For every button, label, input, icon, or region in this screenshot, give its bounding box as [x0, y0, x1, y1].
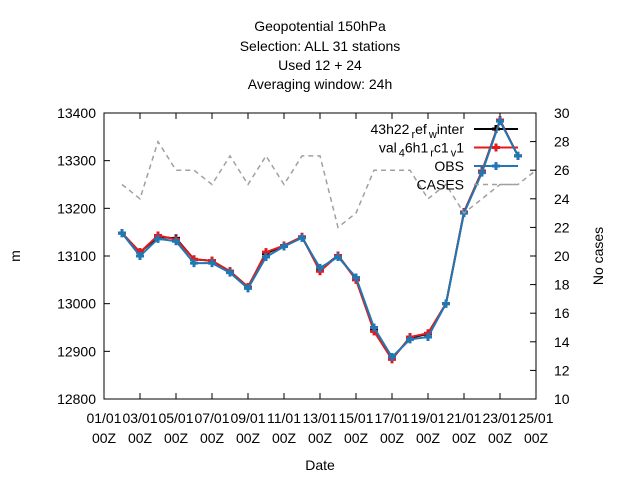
data-point: [244, 284, 252, 293]
data-point: [388, 353, 396, 362]
data-point: [514, 151, 522, 160]
x-tick-label-hour: 00Z: [92, 430, 117, 446]
data-point: [154, 234, 162, 243]
data-point: [370, 323, 378, 332]
y-tick-label: 13100: [57, 248, 96, 264]
y2-tick-label: 20: [554, 248, 570, 264]
x-tick-label-hour: 00Z: [524, 430, 549, 446]
legend-label: OBS: [434, 158, 464, 174]
x-tick-label-hour: 00Z: [416, 430, 441, 446]
x-tick-label-date: 01/01: [86, 410, 121, 426]
x-tick-label-date: 17/01: [374, 410, 409, 426]
y-tick-label: 13000: [57, 296, 96, 312]
legend-marker: [492, 143, 500, 152]
x-tick-label-date: 07/01: [194, 410, 229, 426]
title-line-2: Selection: ALL 31 stations: [240, 38, 401, 54]
data-point: [478, 168, 486, 177]
x-tick-label-date: 15/01: [338, 410, 373, 426]
y2-tick-label: 16: [554, 305, 570, 321]
legend-label: val 46h1 rc1 v1: [379, 140, 464, 160]
data-point: [424, 333, 432, 342]
y2-axis-label: No cases: [590, 227, 606, 285]
x-tick-label-date: 21/01: [446, 410, 481, 426]
data-point: [298, 233, 306, 242]
data-point: [316, 263, 324, 272]
data-point: [406, 335, 414, 344]
x-tick-label-hour: 00Z: [452, 430, 477, 446]
legend-label: 43h22 ref winter: [371, 121, 465, 141]
data-point: [496, 117, 504, 126]
data-point: [208, 259, 216, 268]
x-axis-label: Date: [305, 457, 335, 473]
plot-frame: [103, 112, 537, 400]
y-tick-label: 12800: [57, 391, 96, 407]
y-tick-label: 13400: [57, 105, 96, 121]
x-tick-label-date: 19/01: [410, 410, 445, 426]
data-point: [136, 252, 144, 260]
x-tick-label-hour: 00Z: [488, 430, 513, 446]
x-tick-label-hour: 00Z: [308, 430, 333, 446]
x-tick-label-date: 23/01: [482, 410, 517, 426]
data-point: [172, 237, 180, 246]
y-axis-label: m: [7, 250, 23, 262]
data-point: [280, 242, 288, 251]
y2-tick-label: 18: [554, 277, 570, 293]
data-point: [334, 252, 342, 261]
y-tick-label: 13200: [57, 200, 96, 216]
y2-tick-label: 24: [554, 191, 570, 207]
plot-layer: 12800 12900 13000 13100 13200 13300 13400 10 12 1…: [57, 105, 570, 446]
x-tick-label-date: 13/01: [302, 410, 337, 426]
chart-title: Geopotential 150hPa Selection: ALL 31 st…: [240, 18, 401, 92]
data-point: [262, 252, 270, 261]
x-tick-label-date: 09/01: [230, 410, 265, 426]
x-tick-label-date: 25/01: [518, 410, 553, 426]
title-line-4: Averaging window: 24h: [248, 76, 393, 92]
y2-tick-label: 12: [554, 362, 570, 378]
y2-tick-label: 26: [554, 162, 570, 178]
x-tick-label-date: 11/01: [267, 410, 301, 426]
data-point: [226, 268, 234, 277]
y2-tick-label: 28: [554, 134, 570, 150]
data-point: [352, 273, 360, 282]
y2-tick-label: 10: [554, 391, 570, 407]
y-tick-label: 12900: [57, 343, 96, 359]
data-point: [190, 259, 198, 268]
legend-marker: [492, 162, 500, 170]
y2-tick-label: 14: [554, 334, 570, 350]
title-line-3: Used 12 + 24: [278, 57, 362, 73]
y2-tick-label: 22: [554, 219, 570, 235]
x-tick-label-date: 03/01: [122, 410, 157, 426]
x-tick-label-hour: 00Z: [128, 430, 153, 446]
data-point: [442, 299, 450, 308]
data-point: [118, 229, 126, 238]
x-tick-label-hour: 00Z: [272, 430, 297, 446]
x-tick-label-date: 05/01: [158, 410, 193, 426]
x-tick-label-hour: 00Z: [236, 430, 261, 446]
x-tick-label-hour: 00Z: [200, 430, 225, 446]
x-tick-label-hour: 00Z: [380, 430, 405, 446]
series-line: [121, 139, 537, 229]
y2-tick-label: 30: [554, 105, 570, 121]
x-tick-label-hour: 00Z: [164, 430, 189, 446]
legend-label: CASES: [417, 177, 464, 193]
y-tick-label: 13300: [57, 153, 96, 169]
x-tick-label-hour: 00Z: [344, 430, 369, 446]
title-line-1: Geopotential 150hPa: [254, 18, 386, 34]
